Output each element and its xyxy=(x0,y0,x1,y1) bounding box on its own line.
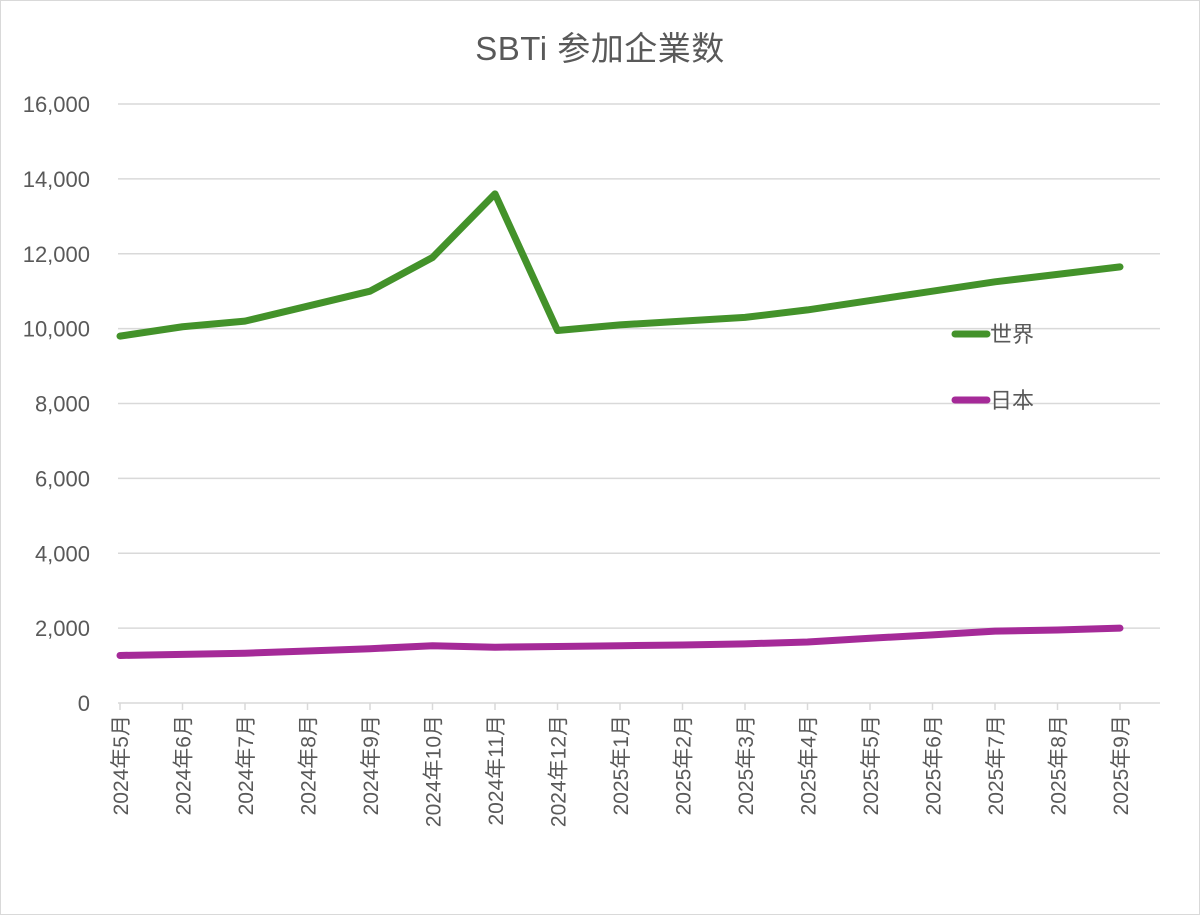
y-axis: 0 2,000 4,000 6,000 8,000 10,000 12,000 14,000 1… xyxy=(23,92,90,716)
x-tick-label: 2025年8月 xyxy=(1048,715,1071,815)
x-tick-label: 2025年2月 xyxy=(673,715,696,815)
x-tick-label: 2024年7月 xyxy=(235,715,258,815)
y-tick-label: 10,000 xyxy=(23,317,90,342)
x-tick-label: 2024年10月 xyxy=(423,715,446,827)
gridlines xyxy=(118,103,1160,704)
x-tick-label: 2025年4月 xyxy=(798,715,821,815)
y-tick-label: 6,000 xyxy=(35,466,90,491)
y-tick-label: 12,000 xyxy=(23,242,90,267)
x-tick-label: 2025年9月 xyxy=(1110,715,1133,815)
x-tick-label: 2025年7月 xyxy=(985,715,1008,815)
x-tick-label: 2024年11月 xyxy=(485,715,508,826)
series-line-世界 xyxy=(116,190,1124,340)
y-tick-label: 0 xyxy=(78,691,90,716)
series-line-日本 xyxy=(116,624,1124,659)
y-tick-label: 4,000 xyxy=(35,541,90,566)
y-tick-label: 16,000 xyxy=(23,92,90,117)
x-tick-label: 2024年6月 xyxy=(173,715,196,815)
x-tick-label: 2025年3月 xyxy=(735,715,758,815)
x-tick-label: 2024年9月 xyxy=(360,715,383,815)
legend-label: 日本 xyxy=(990,388,1034,413)
chart-title: SBTi 参加企業数 xyxy=(475,30,725,67)
x-tick-label: 2025年6月 xyxy=(923,715,946,815)
x-tick-label: 2025年1月 xyxy=(610,715,633,815)
legend-label: 世界 xyxy=(990,322,1034,347)
y-tick-label: 14,000 xyxy=(23,167,90,192)
y-tick-label: 2,000 xyxy=(35,616,90,641)
series-lines xyxy=(116,190,1124,659)
x-tick-label: 2024年8月 xyxy=(298,715,321,815)
x-tick-label: 2025年5月 xyxy=(860,715,883,815)
y-tick-label: 8,000 xyxy=(35,392,90,417)
x-axis: 2024年5月 2024年6月 2024年7月 2024年8月 2024年9月 2024年… xyxy=(110,703,1133,827)
x-tick-label: 2024年5月 xyxy=(110,715,133,815)
x-tick-label: 2024年12月 xyxy=(548,715,571,827)
